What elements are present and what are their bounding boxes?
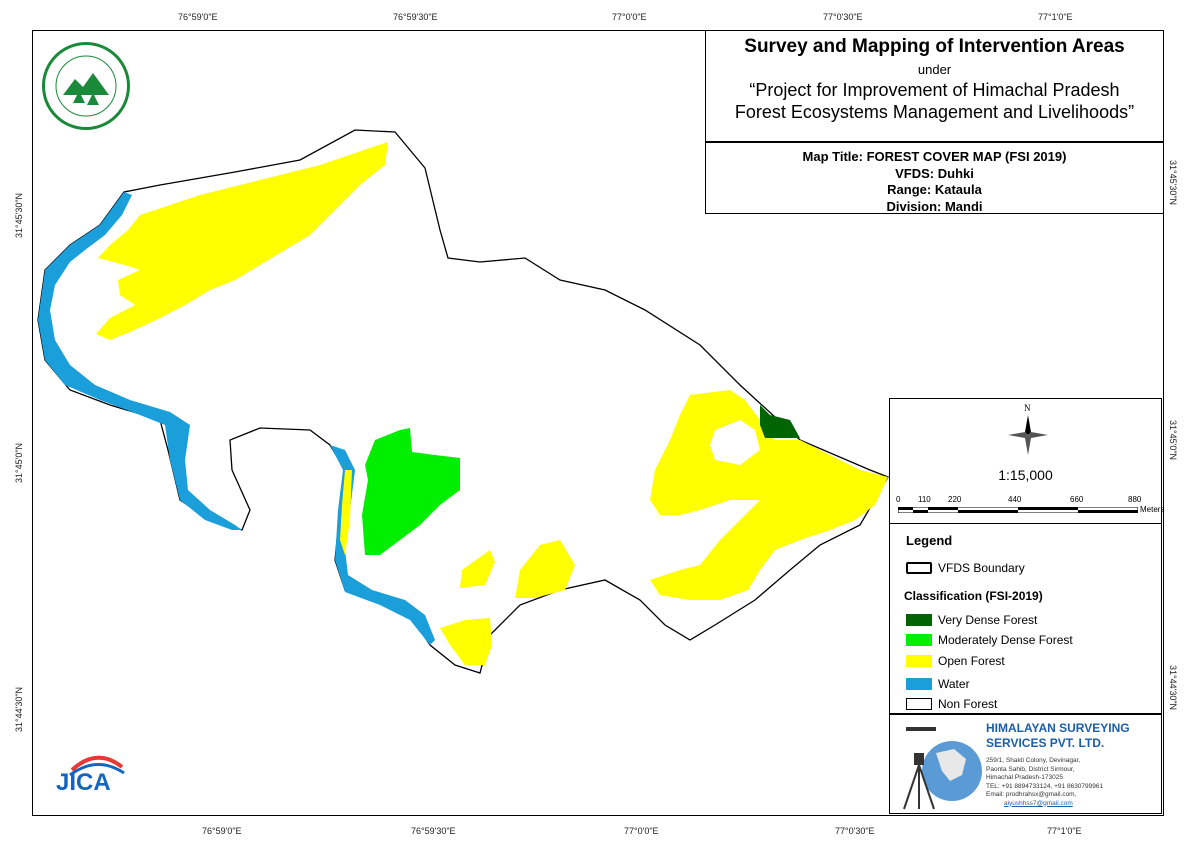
address-line: Himachal Pradesh-173025	[986, 774, 1063, 781]
company-address: 259/1, Shakti Colony, Devinagar, Paonta …	[986, 757, 1103, 808]
boundary-swatch	[906, 562, 932, 574]
coord-top-5: 77°1'0"E	[1038, 12, 1073, 22]
title-main: Survey and Mapping of Intervention Areas	[744, 36, 1125, 57]
map-title: Map Title: FOREST COVER MAP (FSI 2019)	[802, 149, 1067, 164]
vfds-name: VFDS: Duhki	[895, 165, 974, 181]
scale-tick-110: 110	[918, 495, 931, 504]
legend-row-water: Water	[906, 677, 970, 691]
range-name: Range: Kataula	[887, 182, 982, 197]
scale-tick-0: 0	[896, 495, 901, 504]
address-line: Email: prodhrahsx@gmail.com,	[986, 791, 1077, 798]
coord-top-4: 77°0'30"E	[823, 12, 863, 22]
moderately-dense-forest	[362, 428, 460, 555]
coord-top-1: 76°59'0"E	[178, 12, 218, 22]
very-dense-forest	[760, 405, 800, 438]
scale-tick-660: 660	[1070, 495, 1084, 504]
north-label: N	[1024, 403, 1031, 413]
scale-ratio: 1:15,000	[998, 467, 1053, 483]
surveyor-globe-icon	[903, 727, 982, 810]
swatch-moderately-dense	[906, 634, 932, 646]
legend-label-very-dense: Very Dense Forest	[938, 613, 1038, 627]
open-forest-east	[650, 390, 888, 600]
scale-bar: 0 110 220 440 660 880 Meters	[896, 495, 1164, 515]
company-panel: HIMALAYAN SURVEYING SERVICES PVT. LTD. 2…	[889, 714, 1162, 814]
swatch-water	[906, 678, 932, 690]
classification-title: Classification (FSI-2019)	[904, 589, 1043, 603]
coord-bottom-1: 76°59'0"E	[202, 826, 242, 836]
jica-logo: JICA	[52, 745, 132, 805]
legend-label-water: Water	[938, 677, 970, 691]
coord-bottom-5: 77°1'0"E	[1047, 826, 1082, 836]
legend-row-very-dense: Very Dense Forest	[906, 613, 1037, 627]
legend-row-non-forest: Non Forest	[906, 697, 997, 711]
coord-bottom-3: 77°0'0"E	[624, 826, 659, 836]
forest-department-logo	[42, 42, 130, 130]
title-under: under	[917, 62, 952, 77]
scale-unit: Meters	[1140, 505, 1165, 514]
legend-boundary-row: VFDS Boundary	[906, 561, 1025, 575]
open-forest-south-3	[515, 540, 575, 598]
company-name-line2: SERVICES PVT. LTD.	[986, 736, 1105, 750]
jica-wordmark: JICA	[56, 769, 111, 796]
jica-swoosh-icon	[69, 755, 125, 777]
legend-panel: N 1:15,000 0 110 220 440 660 880 Meters …	[889, 398, 1164, 714]
legend-label-open-forest: Open Forest	[938, 654, 1005, 668]
title-project-line1: “Project for Improvement of Himachal Pra…	[749, 80, 1120, 100]
swatch-very-dense	[906, 614, 932, 626]
logo-emblem-icon	[55, 55, 117, 117]
non-forest-east-gap	[710, 420, 760, 465]
coord-top-3: 77°0'0"E	[612, 12, 647, 22]
legend-row-open-forest: Open Forest	[906, 654, 1005, 668]
address-line: aiyushhss7@gmail.com	[1004, 799, 1073, 807]
scale-tick-880: 880	[1128, 495, 1142, 504]
legend-label-non-forest: Non Forest	[938, 697, 998, 711]
address-line: Paonta Sahib, District Sirmour,	[986, 765, 1075, 773]
map-info-box: Map Title: FOREST COVER MAP (FSI 2019) V…	[705, 142, 1164, 214]
open-forest-inner	[340, 470, 352, 555]
coord-top-2: 76°59'30"E	[393, 12, 438, 22]
title-project-line2: Forest Ecosystems Management and Livelih…	[734, 102, 1135, 122]
open-forest-northwest	[96, 142, 388, 340]
legend-boundary-label: VFDS Boundary	[938, 561, 1025, 575]
north-arrow-icon	[1008, 415, 1048, 455]
coord-bottom-2: 76°59'30"E	[411, 826, 456, 836]
scale-bar-graphic	[898, 507, 1138, 513]
swatch-open-forest	[906, 655, 932, 667]
legend-label-moderately-dense: Moderately Dense Forest	[938, 633, 1073, 647]
legend-title: Legend	[906, 533, 953, 548]
company-name-line1: HIMALAYAN SURVEYING	[986, 721, 1130, 735]
water-central	[330, 445, 435, 645]
legend-row-moderately-dense: Moderately Dense Forest	[906, 633, 1073, 647]
swatch-non-forest	[906, 698, 932, 710]
address-line: TEL: +91 8894733124, +91 8630799961	[986, 782, 1104, 790]
open-forest-south-1	[440, 618, 492, 665]
division-name: Division: Mandi	[886, 198, 983, 214]
address-line: 259/1, Shakti Colony, Devinagar,	[986, 757, 1081, 764]
title-box: Survey and Mapping of Intervention Areas…	[705, 30, 1164, 142]
scale-tick-440: 440	[1008, 495, 1022, 504]
scale-tick-220: 220	[948, 495, 962, 504]
coord-bottom-4: 77°0'30"E	[835, 826, 875, 836]
open-forest-south-2	[460, 550, 495, 588]
